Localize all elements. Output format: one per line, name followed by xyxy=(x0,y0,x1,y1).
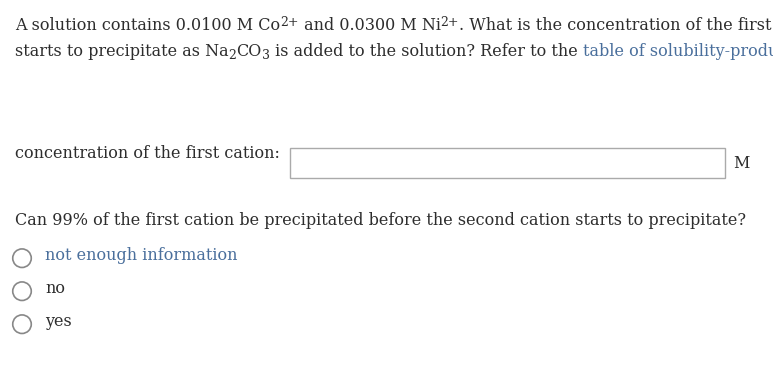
Text: Can 99% of the first cation be precipitated before the second cation starts to p: Can 99% of the first cation be precipita… xyxy=(15,212,746,229)
Text: starts to precipitate as Na: starts to precipitate as Na xyxy=(15,43,229,60)
Text: and 0.0300 M Ni: and 0.0300 M Ni xyxy=(298,17,441,34)
Text: not enough information: not enough information xyxy=(45,247,237,264)
Text: . What is the concentration of the first cation when the second cation: . What is the concentration of the first… xyxy=(459,17,773,34)
Text: yes: yes xyxy=(45,313,72,330)
Text: is added to the solution? Refer to the: is added to the solution? Refer to the xyxy=(270,43,583,60)
Text: table of solubility-product constants: table of solubility-product constants xyxy=(583,43,773,60)
Text: CO: CO xyxy=(237,43,262,60)
FancyBboxPatch shape xyxy=(290,148,725,178)
Text: 3: 3 xyxy=(262,49,270,62)
Text: 2+: 2+ xyxy=(280,16,298,29)
Text: no: no xyxy=(45,280,65,297)
Text: concentration of the first cation:: concentration of the first cation: xyxy=(15,145,280,162)
Text: 2+: 2+ xyxy=(441,16,459,29)
Text: A solution contains 0.0100 M Co: A solution contains 0.0100 M Co xyxy=(15,17,280,34)
Text: 2: 2 xyxy=(229,49,237,62)
Text: M: M xyxy=(733,155,749,171)
